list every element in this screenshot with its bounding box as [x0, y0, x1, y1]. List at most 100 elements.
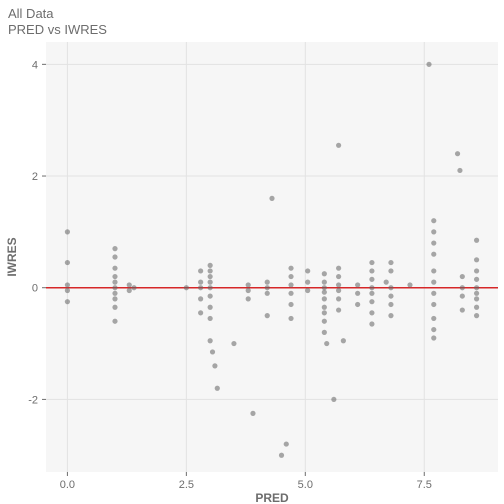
data-point — [305, 280, 310, 285]
data-point — [198, 310, 203, 315]
data-point — [355, 302, 360, 307]
data-point — [431, 218, 436, 223]
data-point — [112, 274, 117, 279]
data-point — [198, 285, 203, 290]
x-axis-title: PRED — [255, 491, 289, 504]
data-point — [65, 288, 70, 293]
data-point — [279, 453, 284, 458]
data-point — [112, 266, 117, 271]
data-point — [127, 282, 132, 287]
scatter-plot: 0.02.55.07.5-2024PREDIWRES — [0, 0, 504, 504]
data-point — [305, 268, 310, 273]
x-tick-label: 7.5 — [417, 479, 432, 491]
data-point — [324, 341, 329, 346]
data-point — [112, 305, 117, 310]
data-point — [388, 260, 393, 265]
data-point — [426, 62, 431, 67]
y-axis: -2024 — [28, 59, 46, 406]
data-point — [460, 307, 465, 312]
data-point — [331, 397, 336, 402]
data-point — [431, 252, 436, 257]
data-point — [322, 319, 327, 324]
data-point — [369, 321, 374, 326]
data-point — [246, 282, 251, 287]
data-point — [336, 288, 341, 293]
data-point — [112, 291, 117, 296]
data-point — [208, 263, 213, 268]
data-point — [388, 313, 393, 318]
x-axis: 0.02.55.07.5 — [60, 472, 432, 491]
data-point — [112, 246, 117, 251]
data-point — [322, 290, 327, 295]
data-point — [355, 282, 360, 287]
data-point — [474, 305, 479, 310]
x-tick-label: 2.5 — [179, 479, 194, 491]
data-point — [336, 296, 341, 301]
data-point — [198, 268, 203, 273]
data-point — [127, 288, 132, 293]
data-point — [208, 293, 213, 298]
data-point — [369, 268, 374, 273]
data-point — [474, 268, 479, 273]
data-point — [474, 257, 479, 262]
data-point — [336, 307, 341, 312]
data-point — [369, 291, 374, 296]
data-point — [474, 285, 479, 290]
data-point — [355, 291, 360, 296]
data-point — [369, 277, 374, 282]
data-point — [431, 291, 436, 296]
data-point — [208, 274, 213, 279]
data-point — [284, 441, 289, 446]
data-point — [388, 268, 393, 273]
data-point — [288, 266, 293, 271]
data-point — [208, 316, 213, 321]
data-point — [65, 299, 70, 304]
x-tick-label: 5.0 — [298, 479, 313, 491]
data-point — [431, 327, 436, 332]
data-point — [336, 143, 341, 148]
data-point — [388, 285, 393, 290]
data-point — [474, 296, 479, 301]
data-point — [388, 302, 393, 307]
data-point — [455, 151, 460, 156]
data-point — [457, 168, 462, 173]
data-point — [288, 316, 293, 321]
data-point — [369, 260, 374, 265]
data-point — [407, 282, 412, 287]
data-point — [265, 285, 270, 290]
data-point — [269, 196, 274, 201]
data-point — [215, 386, 220, 391]
data-point — [65, 282, 70, 287]
data-point — [322, 296, 327, 301]
data-point — [322, 280, 327, 285]
data-point — [65, 260, 70, 265]
data-point — [208, 268, 213, 273]
y-tick-label: 0 — [32, 283, 38, 295]
y-axis-title: IWRES — [5, 237, 19, 276]
data-point — [184, 285, 189, 290]
data-point — [112, 285, 117, 290]
data-point — [208, 305, 213, 310]
data-point — [112, 296, 117, 301]
data-point — [369, 310, 374, 315]
data-point — [460, 293, 465, 298]
data-point — [250, 411, 255, 416]
data-point — [112, 254, 117, 259]
data-point — [198, 280, 203, 285]
y-tick-label: 2 — [32, 171, 38, 183]
data-point — [288, 274, 293, 279]
data-point — [322, 305, 327, 310]
data-point — [112, 319, 117, 324]
data-point — [198, 296, 203, 301]
data-point — [431, 229, 436, 234]
y-tick-label: 4 — [32, 59, 38, 71]
data-point — [369, 299, 374, 304]
data-point — [431, 316, 436, 321]
data-point — [322, 330, 327, 335]
data-point — [431, 280, 436, 285]
data-point — [65, 229, 70, 234]
data-point — [246, 288, 251, 293]
data-point — [474, 291, 479, 296]
data-point — [212, 363, 217, 368]
data-point — [369, 285, 374, 290]
